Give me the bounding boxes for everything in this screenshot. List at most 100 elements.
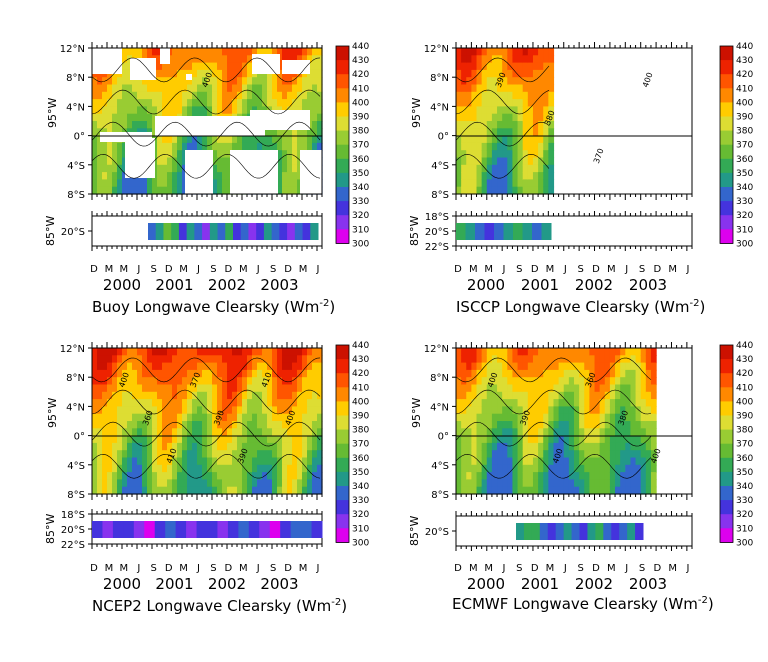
heatmap-cell [594,421,601,429]
heatmap-cell [630,486,637,495]
heatmap-cell [177,406,183,415]
heatmap-cell [630,362,637,371]
heatmap-cell [122,457,128,466]
heatmap-cell [620,479,626,488]
heatmap-cell [317,472,323,480]
heatmap-cell [471,99,478,107]
heatmap-cell [471,384,478,393]
contour-line [455,89,550,115]
month-label: S [516,563,522,574]
y-tick-label: 12°N [60,44,85,55]
heatmap-cell [122,99,128,107]
heatmap-cell [640,464,647,473]
heatmap-cell [287,172,293,180]
heatmap-cell [127,486,133,495]
heatmap-cell [466,142,472,151]
strip-cell [209,223,219,240]
heatmap-cell [127,69,133,78]
heatmap-cell [152,84,158,93]
heatmap-cell [272,442,278,451]
heatmap-cell [257,84,263,93]
heatmap-cell [182,486,188,495]
heatmap-cell [522,113,529,122]
heatmap-cell [237,62,243,71]
heatmap-cell [538,413,544,422]
heatmap-cell [548,428,555,437]
heatmap-cell [202,457,208,466]
heatmap-cell [599,428,606,437]
heatmap-cell [122,157,128,166]
year-label: 2003 [629,276,667,294]
heatmap-cell [102,413,108,422]
heatmap-cell [620,472,626,480]
heatmap-cell [122,91,128,100]
heatmap-cell [202,428,208,437]
heatmap-cell [287,391,293,400]
heatmap-cell [538,150,544,159]
heatmap-cell [242,413,248,422]
heatmap-cell [522,150,529,159]
heatmap-cell [471,113,478,122]
heatmap-cell [172,464,178,473]
heatmap-cell [630,348,637,356]
heatmap-cell [645,384,652,393]
heatmap-cell [197,99,203,107]
heatmap-cell [579,442,585,451]
heatmap-cell [579,362,585,371]
heatmap-cell [107,399,113,407]
heatmap-cell [152,77,158,86]
heatmap-cell [102,428,108,437]
heatmap-cell [97,84,103,93]
heatmap-cell [267,377,273,386]
heatmap-cell [302,486,308,495]
heatmap-cell [491,450,498,459]
heatmap-cell [197,48,203,56]
heatmap-cell [192,450,198,459]
heatmap-cell [152,179,158,188]
heatmap-cell [147,399,153,407]
heatmap-cell [162,391,168,400]
heatmap-cell [512,135,519,144]
heatmap-cell [456,55,462,64]
heatmap-cell [287,99,293,107]
heatmap-cell [112,84,118,93]
heatmap-cell [237,99,243,107]
heatmap-cell [461,99,467,107]
heatmap-cell [502,84,508,93]
heatmap-cell [192,479,198,488]
colorbar-swatch [336,486,349,501]
heatmap-cell [192,457,198,466]
heatmap-cell [461,121,467,129]
heatmap-cell [625,435,632,444]
heatmap-cell [117,457,123,466]
heatmap-cell [532,84,539,93]
heatmap-cell [197,391,203,400]
heatmap-cell [122,150,128,159]
heatmap-cell [207,384,213,393]
heatmap-cell [192,472,198,480]
heatmap-cell [227,362,233,371]
heatmap-cell [497,84,503,93]
heatmap-cell [538,62,544,71]
heatmap-cell [232,91,238,100]
heatmap-cell [522,406,529,415]
heatmap-cell [307,479,313,488]
heatmap-cell [476,450,483,459]
heatmap-cell [232,442,238,451]
heatmap-cell [466,179,472,188]
heatmap-cell [635,486,642,495]
heatmap-cell [491,369,498,378]
heatmap-cell [177,179,183,188]
colorbar-tick-label: 340 [352,482,369,492]
month-label: J [563,264,567,275]
heatmap-cell [132,479,138,488]
colorbar-swatch [336,74,349,89]
heatmap-cell [142,84,148,93]
heatmap-cell [532,150,539,159]
heatmap-cell [182,55,188,64]
heatmap-cell [92,355,98,364]
heatmap-cell [227,457,233,466]
heatmap-cell [527,121,534,129]
panel-ncep2 [88,342,323,549]
heatmap-cell [157,135,163,144]
